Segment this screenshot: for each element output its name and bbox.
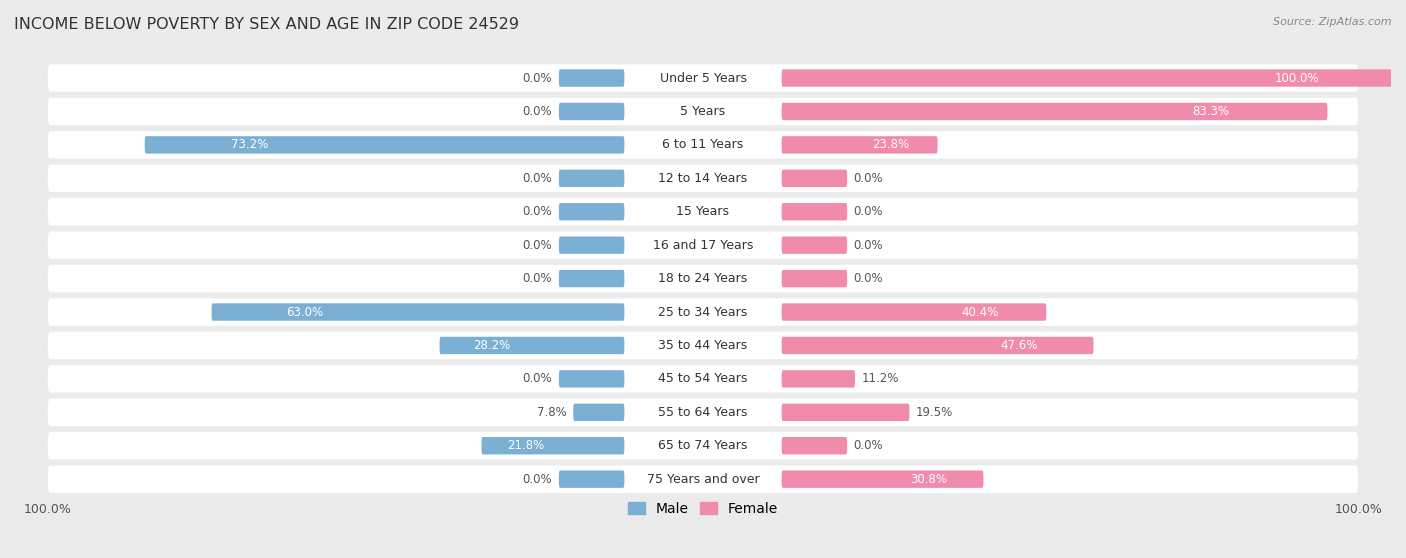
Legend: Male, Female: Male, Female bbox=[623, 496, 783, 521]
FancyBboxPatch shape bbox=[48, 64, 1358, 92]
Text: 23.8%: 23.8% bbox=[872, 138, 910, 151]
FancyBboxPatch shape bbox=[48, 465, 1358, 493]
FancyBboxPatch shape bbox=[48, 332, 1358, 359]
Text: 6 to 11 Years: 6 to 11 Years bbox=[662, 138, 744, 151]
Text: Under 5 Years: Under 5 Years bbox=[659, 71, 747, 84]
Text: 21.8%: 21.8% bbox=[508, 439, 544, 452]
Text: 45 to 54 Years: 45 to 54 Years bbox=[658, 372, 748, 386]
FancyBboxPatch shape bbox=[782, 270, 848, 287]
Text: 0.0%: 0.0% bbox=[523, 71, 553, 84]
FancyBboxPatch shape bbox=[782, 437, 848, 454]
FancyBboxPatch shape bbox=[558, 203, 624, 220]
Text: 5 Years: 5 Years bbox=[681, 105, 725, 118]
FancyBboxPatch shape bbox=[782, 337, 1094, 354]
FancyBboxPatch shape bbox=[48, 265, 1358, 292]
FancyBboxPatch shape bbox=[558, 270, 624, 287]
Text: 25 to 34 Years: 25 to 34 Years bbox=[658, 306, 748, 319]
Text: 0.0%: 0.0% bbox=[523, 172, 553, 185]
FancyBboxPatch shape bbox=[48, 432, 1358, 459]
FancyBboxPatch shape bbox=[48, 232, 1358, 259]
FancyBboxPatch shape bbox=[48, 165, 1358, 192]
FancyBboxPatch shape bbox=[782, 304, 1046, 321]
FancyBboxPatch shape bbox=[558, 170, 624, 187]
Text: 75 Years and over: 75 Years and over bbox=[647, 473, 759, 485]
Text: 100.0%: 100.0% bbox=[1274, 71, 1319, 84]
FancyBboxPatch shape bbox=[782, 170, 848, 187]
FancyBboxPatch shape bbox=[558, 237, 624, 254]
Text: 0.0%: 0.0% bbox=[523, 473, 553, 485]
Text: 0.0%: 0.0% bbox=[853, 205, 883, 218]
FancyBboxPatch shape bbox=[558, 470, 624, 488]
Text: 16 and 17 Years: 16 and 17 Years bbox=[652, 239, 754, 252]
Text: 40.4%: 40.4% bbox=[962, 306, 998, 319]
Text: 30.8%: 30.8% bbox=[910, 473, 948, 485]
Text: 0.0%: 0.0% bbox=[523, 272, 553, 285]
Text: 0.0%: 0.0% bbox=[853, 239, 883, 252]
Text: 18 to 24 Years: 18 to 24 Years bbox=[658, 272, 748, 285]
FancyBboxPatch shape bbox=[782, 103, 1327, 120]
FancyBboxPatch shape bbox=[782, 370, 855, 388]
Text: 0.0%: 0.0% bbox=[853, 172, 883, 185]
Text: 0.0%: 0.0% bbox=[523, 372, 553, 386]
FancyBboxPatch shape bbox=[782, 403, 910, 421]
Text: 15 Years: 15 Years bbox=[676, 205, 730, 218]
Text: 0.0%: 0.0% bbox=[523, 239, 553, 252]
FancyBboxPatch shape bbox=[558, 370, 624, 388]
FancyBboxPatch shape bbox=[558, 69, 624, 86]
FancyBboxPatch shape bbox=[558, 103, 624, 120]
FancyBboxPatch shape bbox=[48, 398, 1358, 426]
Text: 7.8%: 7.8% bbox=[537, 406, 567, 419]
FancyBboxPatch shape bbox=[48, 365, 1358, 393]
Text: 11.2%: 11.2% bbox=[862, 372, 898, 386]
FancyBboxPatch shape bbox=[574, 403, 624, 421]
Text: 12 to 14 Years: 12 to 14 Years bbox=[658, 172, 748, 185]
FancyBboxPatch shape bbox=[782, 136, 938, 153]
Text: 65 to 74 Years: 65 to 74 Years bbox=[658, 439, 748, 452]
Text: INCOME BELOW POVERTY BY SEX AND AGE IN ZIP CODE 24529: INCOME BELOW POVERTY BY SEX AND AGE IN Z… bbox=[14, 17, 519, 32]
Text: 19.5%: 19.5% bbox=[915, 406, 953, 419]
FancyBboxPatch shape bbox=[48, 98, 1358, 125]
FancyBboxPatch shape bbox=[211, 304, 624, 321]
Text: 0.0%: 0.0% bbox=[523, 105, 553, 118]
Text: 0.0%: 0.0% bbox=[523, 205, 553, 218]
Text: 83.3%: 83.3% bbox=[1192, 105, 1229, 118]
FancyBboxPatch shape bbox=[48, 198, 1358, 225]
FancyBboxPatch shape bbox=[440, 337, 624, 354]
Text: 73.2%: 73.2% bbox=[231, 138, 269, 151]
Text: 47.6%: 47.6% bbox=[1000, 339, 1038, 352]
FancyBboxPatch shape bbox=[48, 299, 1358, 326]
FancyBboxPatch shape bbox=[782, 203, 848, 220]
FancyBboxPatch shape bbox=[48, 131, 1358, 158]
Text: 0.0%: 0.0% bbox=[853, 439, 883, 452]
FancyBboxPatch shape bbox=[782, 237, 848, 254]
FancyBboxPatch shape bbox=[782, 470, 983, 488]
FancyBboxPatch shape bbox=[782, 69, 1406, 86]
Text: 28.2%: 28.2% bbox=[472, 339, 510, 352]
FancyBboxPatch shape bbox=[145, 136, 624, 153]
Text: 55 to 64 Years: 55 to 64 Years bbox=[658, 406, 748, 419]
Text: 63.0%: 63.0% bbox=[285, 306, 323, 319]
Text: Source: ZipAtlas.com: Source: ZipAtlas.com bbox=[1274, 17, 1392, 27]
FancyBboxPatch shape bbox=[481, 437, 624, 454]
Text: 35 to 44 Years: 35 to 44 Years bbox=[658, 339, 748, 352]
Text: 0.0%: 0.0% bbox=[853, 272, 883, 285]
